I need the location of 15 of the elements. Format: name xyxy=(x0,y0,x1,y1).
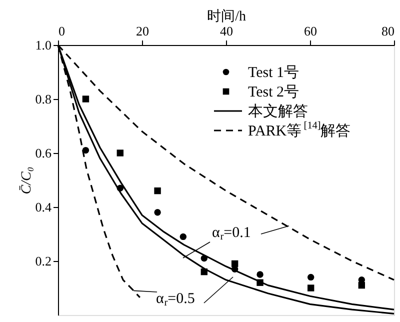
x-tick-label: 0 xyxy=(58,24,65,38)
x-tick-label: 20 xyxy=(136,24,149,38)
y-axis-title: C̄/C₀ xyxy=(19,166,34,194)
y-tick-label: 0.8 xyxy=(35,92,52,106)
legend-label: Test 2号 xyxy=(248,84,300,100)
x-tick-label: 40 xyxy=(220,24,233,38)
y-tick-label: 0.2 xyxy=(35,254,52,268)
legend-label: 本文解答 xyxy=(248,103,308,120)
legend-label: Test 1号 xyxy=(248,65,300,81)
y-tick-label: 1.0 xyxy=(35,38,52,52)
x-tick-label: 80 xyxy=(382,24,394,38)
x-tick-label: 60 xyxy=(304,24,317,38)
y-tick-label: 0.4 xyxy=(35,200,52,214)
x-axis-title: 时间/h xyxy=(207,8,246,24)
y-tick-label: 0.6 xyxy=(35,146,52,160)
